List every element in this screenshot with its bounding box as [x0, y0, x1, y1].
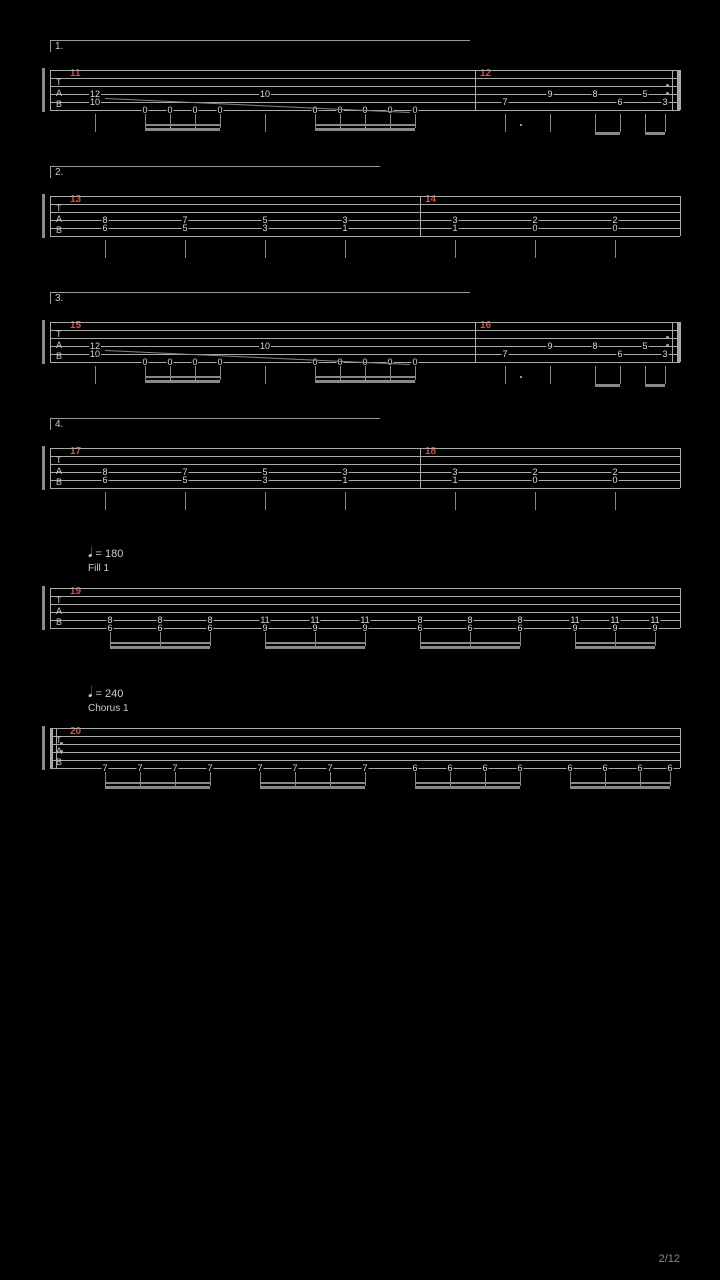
volta-number: 3.	[55, 293, 63, 304]
fret-number: 1	[341, 224, 348, 233]
tab-clef-letter: B	[56, 478, 62, 487]
fret-number: 1	[451, 476, 458, 485]
fret-number: 10	[259, 342, 271, 351]
tab-clef-letter: T	[56, 204, 62, 213]
fret-number: 9	[546, 90, 553, 99]
volta-bracket: 3.	[50, 292, 680, 308]
fret-number: 5	[641, 90, 648, 99]
fret-number: 6	[101, 224, 108, 233]
volta-number: 1.	[55, 41, 63, 52]
section-label: Fill 1	[88, 563, 680, 574]
fret-number: 3	[661, 98, 668, 107]
tab-clef-letter: T	[56, 78, 62, 87]
volta-number: 4.	[55, 419, 63, 430]
fret-number: 1	[451, 224, 458, 233]
tab-clef-letter: T	[56, 330, 62, 339]
tempo-marking: 𝅘𝅥 = 240	[88, 684, 680, 701]
tab-clef-letter: A	[56, 89, 62, 98]
tab-clef-letter: T	[56, 596, 62, 605]
tab-staff: TAB121000001000000798653	[50, 70, 680, 114]
tab-system: 4.1718TAB86755331312020	[40, 418, 680, 514]
tab-page: 1.1112TAB1210000010000007986532.1314TAB8…	[0, 0, 720, 844]
tab-staff: TAB86755331312020	[50, 196, 680, 240]
tab-clef-letter: B	[56, 226, 62, 235]
section-label: Chorus 1	[88, 703, 680, 714]
tab-clef-letter: T	[56, 456, 62, 465]
fret-number: 3	[261, 224, 268, 233]
fret-number: 8	[591, 90, 598, 99]
tab-staff: TAB7777777766666666	[50, 728, 680, 772]
volta-bracket: 2.	[50, 166, 680, 182]
page-number: 2/12	[659, 1253, 680, 1265]
tab-clef-letter: B	[56, 618, 62, 627]
fret-number: 9	[546, 342, 553, 351]
fret-number: 0	[611, 476, 618, 485]
fret-number: 10	[259, 90, 271, 99]
tab-system: 𝅘𝅥 = 180Fill 119TAB8686861191191198686861…	[40, 544, 680, 654]
tab-system: 𝅘𝅥 = 240Chorus 120TAB7777777766666666	[40, 684, 680, 794]
fret-number: 6	[616, 350, 623, 359]
fret-number: 5	[181, 476, 188, 485]
tab-clef-letter: A	[56, 607, 62, 616]
volta-bracket: 4.	[50, 418, 680, 434]
tab-system: 2.1314TAB86755331312020	[40, 166, 680, 262]
tab-system: 1.1112TAB121000001000000798653	[40, 40, 680, 136]
fret-number: 10	[89, 98, 101, 107]
fret-number: 6	[616, 98, 623, 107]
tab-system: 3.1516TAB121000001000000798653	[40, 292, 680, 388]
volta-number: 2.	[55, 167, 63, 178]
tab-staff: TAB868686119119119868686119119119	[50, 588, 680, 632]
fret-number: 5	[641, 342, 648, 351]
fret-number: 0	[531, 224, 538, 233]
tab-clef-letter: A	[56, 467, 62, 476]
fret-number: 1	[341, 476, 348, 485]
tab-clef-letter: B	[56, 352, 62, 361]
tab-clef-letter: A	[56, 341, 62, 350]
fret-number: 6	[101, 476, 108, 485]
fret-number: 3	[661, 350, 668, 359]
tab-staff: TAB86755331312020	[50, 448, 680, 492]
fret-number: 7	[501, 98, 508, 107]
volta-bracket: 1.	[50, 40, 680, 56]
tab-staff: TAB121000001000000798653	[50, 322, 680, 366]
fret-number: 0	[611, 224, 618, 233]
tab-clef-letter: A	[56, 215, 62, 224]
tempo-marking: 𝅘𝅥 = 180	[88, 544, 680, 561]
tab-clef-letter: B	[56, 100, 62, 109]
fret-number: 5	[181, 224, 188, 233]
fret-number: 7	[501, 350, 508, 359]
fret-number: 10	[89, 350, 101, 359]
fret-number: 8	[591, 342, 598, 351]
fret-number: 0	[531, 476, 538, 485]
fret-number: 3	[261, 476, 268, 485]
